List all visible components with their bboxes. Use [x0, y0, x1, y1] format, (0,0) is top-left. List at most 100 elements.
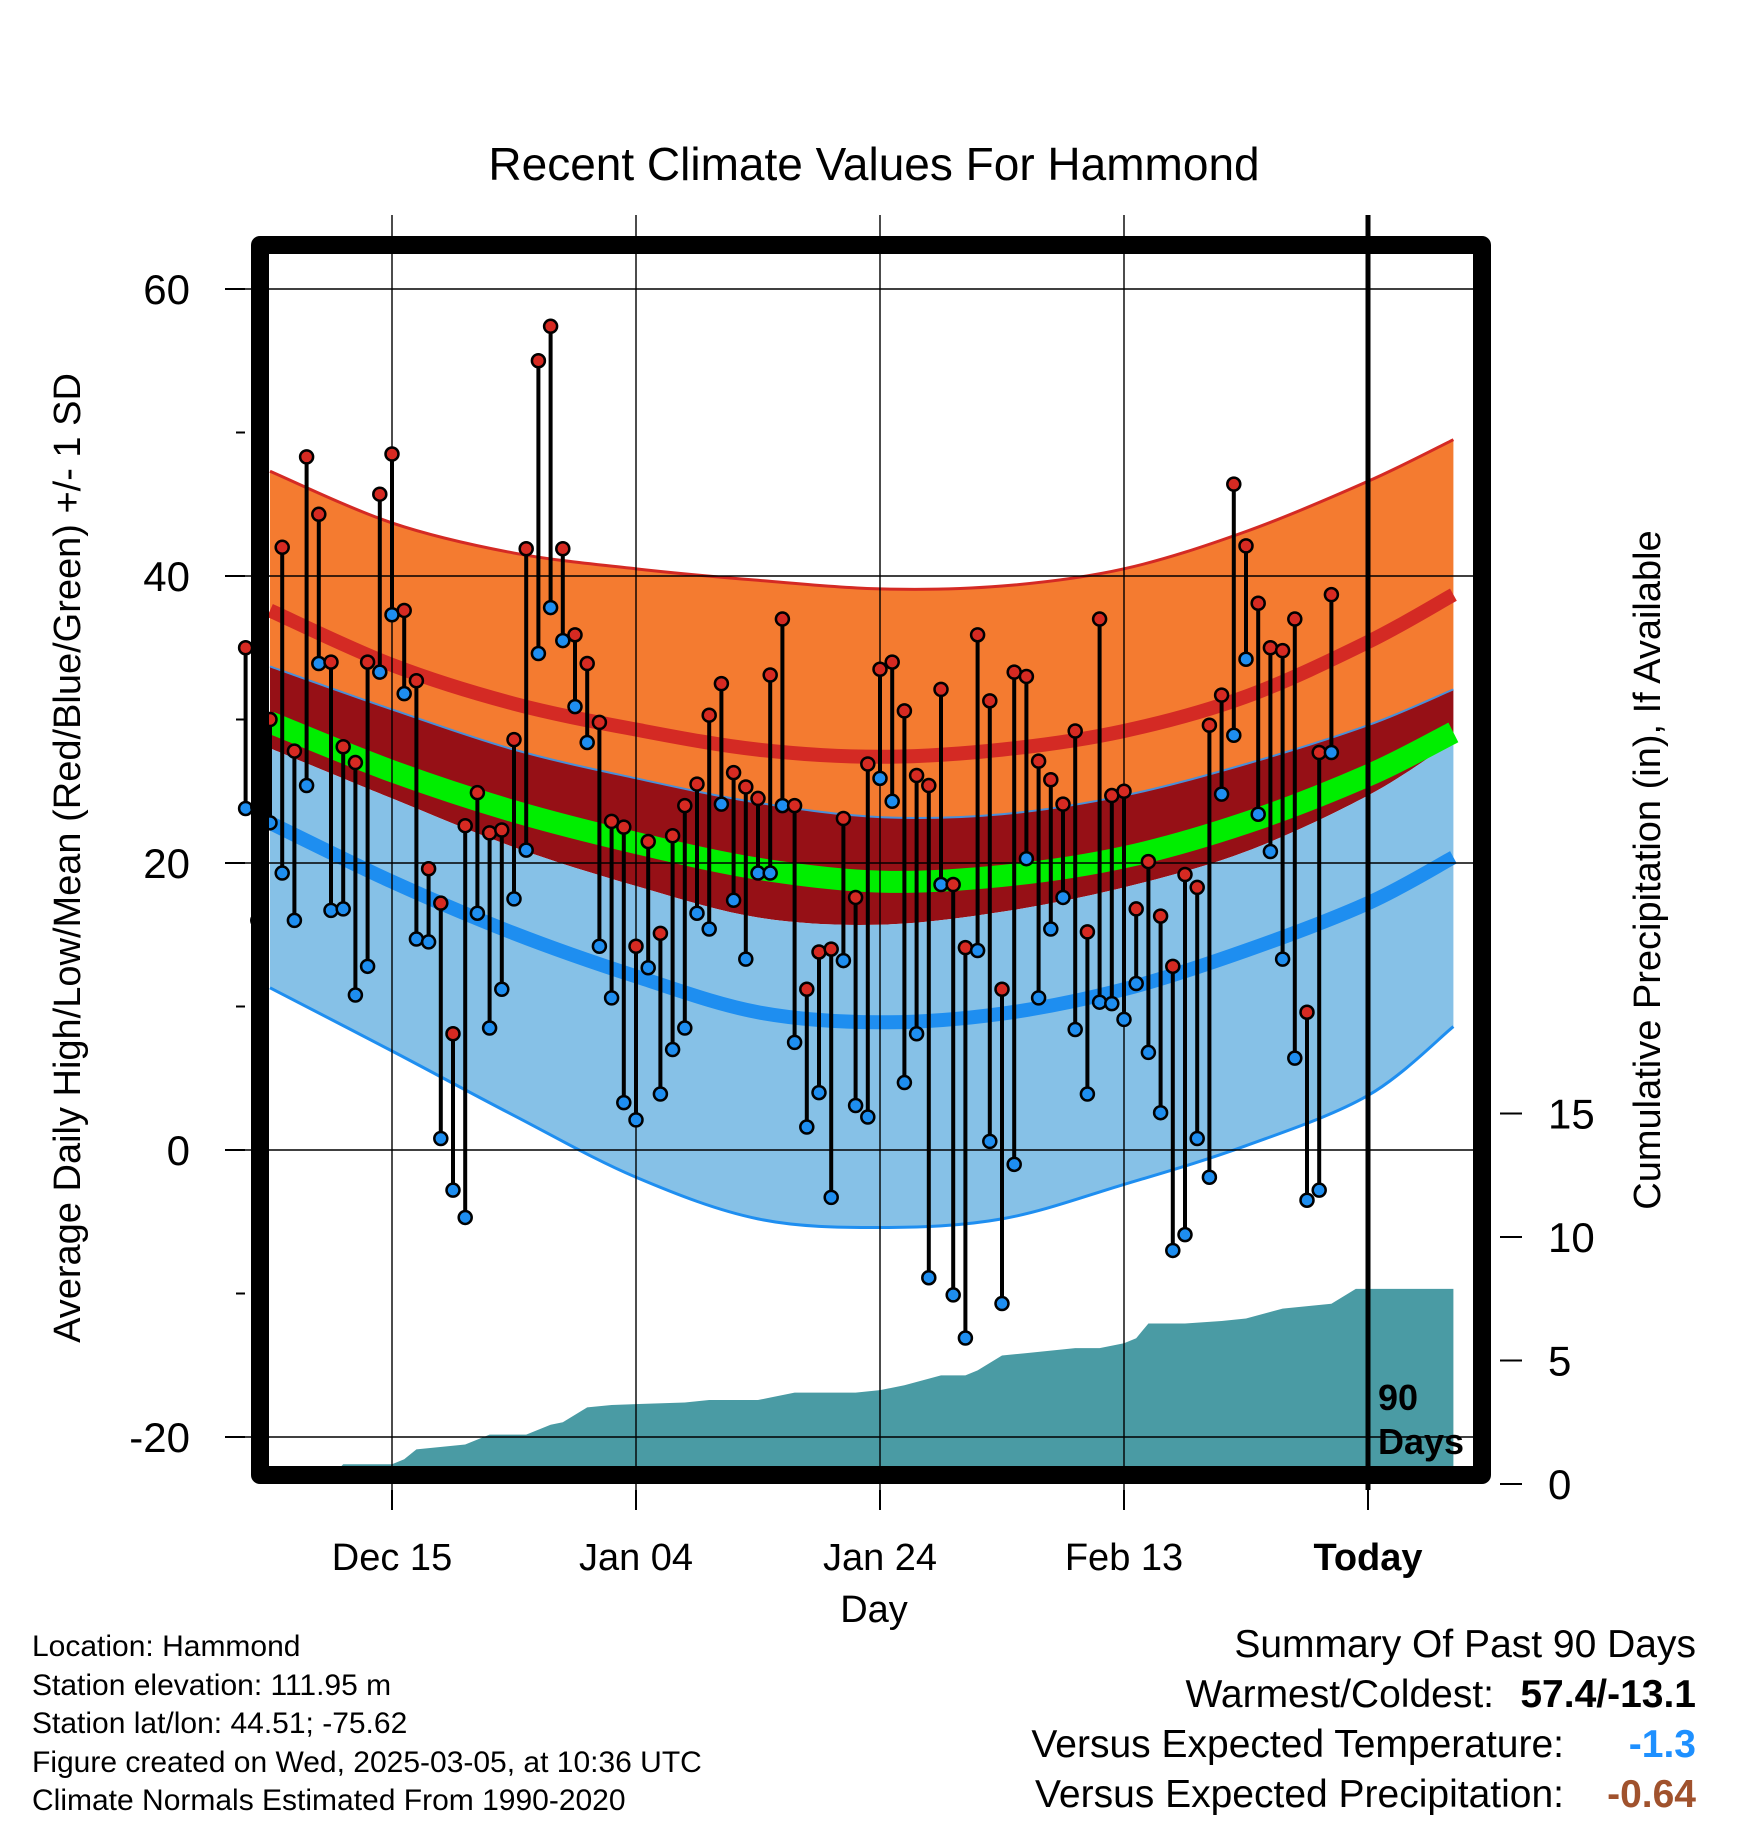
daily-high-point	[1323, 586, 1340, 603]
daily-high-point	[567, 627, 583, 643]
x-tick-label: Dec 15	[332, 1537, 452, 1579]
daily-low-point	[1043, 921, 1059, 937]
daily-low-point	[725, 892, 742, 909]
daily-low-point	[433, 1130, 449, 1147]
daily-high-point	[1018, 668, 1035, 685]
daily-low-point	[969, 942, 986, 959]
daily-high-point	[823, 941, 839, 957]
daily-high-point	[1140, 853, 1157, 870]
daily-low-point	[1055, 889, 1071, 906]
daily-high-point	[311, 506, 327, 523]
daily-high-point	[579, 655, 595, 672]
daily-low-point	[530, 645, 547, 662]
daily-low-point	[799, 1119, 815, 1135]
daily-low-point	[1287, 1050, 1303, 1066]
daily-low-point	[481, 1020, 498, 1036]
precip-area	[270, 1288, 1454, 1484]
daily-high-point	[298, 449, 315, 465]
daily-high-point	[835, 810, 852, 827]
daily-low-point	[567, 698, 583, 715]
daily-high-point	[1274, 642, 1291, 659]
daily-low-point	[957, 1330, 974, 1346]
daily-low-point	[982, 1133, 998, 1150]
daily-high-point	[408, 673, 425, 689]
daily-low-point	[994, 1295, 1010, 1312]
daily-low-point	[945, 1287, 961, 1303]
daily-low-point	[542, 599, 559, 616]
daily-high-point	[701, 707, 717, 723]
daily-high-point	[969, 627, 986, 643]
daily-low-point	[1067, 1021, 1083, 1038]
daily-high-point	[1262, 640, 1279, 656]
daily-low-point	[713, 796, 730, 812]
temp-row: Versus Expected Temperature: -1.3	[1031, 1720, 1696, 1770]
daily-high-point	[445, 1026, 461, 1042]
daily-high-point	[1238, 538, 1254, 554]
daily-high-point	[603, 813, 620, 830]
daily-low-point	[286, 912, 303, 929]
daily-high-point	[1128, 901, 1144, 917]
elevation-text: Station elevation: 111.95 m	[32, 1668, 392, 1702]
daily-high-point	[1189, 879, 1205, 896]
daily-low-point	[1250, 806, 1266, 822]
daily-high-point	[884, 654, 900, 670]
daily-low-point	[518, 842, 534, 858]
daily-high-point	[1299, 1004, 1315, 1020]
daily-low-point	[274, 865, 290, 881]
daily-low-point	[847, 1097, 864, 1114]
daily-low-point	[1189, 1130, 1205, 1147]
daily-low-point	[396, 685, 412, 702]
y2-tick-label: 15	[1548, 1091, 1595, 1138]
daily-high-point	[725, 764, 742, 781]
daily-high-point	[591, 714, 608, 731]
daily-high-point	[274, 539, 290, 556]
daily-low-point	[921, 1269, 937, 1286]
daily-high-point	[1250, 595, 1266, 612]
daily-high-point	[506, 731, 522, 748]
daily-high-point	[530, 353, 547, 369]
chart-title: Recent Climate Values For Hammond	[488, 138, 1259, 190]
daily-high-point	[1055, 796, 1071, 812]
daily-high-point	[774, 611, 791, 627]
x-tick-label: Jan 24	[823, 1537, 937, 1579]
daily-low-point	[1213, 786, 1230, 802]
daily-low-point	[738, 951, 754, 967]
daily-high-point	[1116, 783, 1132, 799]
warmest-coldest-row: Warmest/Coldest: 57.4/-13.1	[1031, 1670, 1696, 1720]
daily-low-point	[1091, 994, 1108, 1010]
x-axis-label: Day	[840, 1589, 908, 1631]
precip-label: Versus Expected Precipitation:	[1035, 1773, 1564, 1816]
daily-high-point	[286, 743, 303, 759]
daily-high-point	[359, 654, 376, 670]
daily-low-point	[1201, 1169, 1218, 1186]
y2-tick-label: 10	[1548, 1214, 1595, 1261]
daily-high-point	[762, 667, 778, 683]
daily-low-point	[1116, 1011, 1132, 1028]
daily-high-point	[237, 640, 254, 656]
daily-high-point	[713, 675, 730, 692]
x-tick-label: Jan 04	[579, 1537, 693, 1579]
daily-low-point	[237, 800, 254, 817]
today-days-word: Days	[1378, 1421, 1464, 1462]
plot-border	[251, 236, 1491, 1484]
daily-high-point	[786, 797, 803, 814]
daily-high-point	[335, 739, 351, 755]
daily-high-point	[1213, 687, 1230, 703]
daily-high-point	[921, 777, 937, 794]
daily-low-point	[1104, 995, 1120, 1012]
daily-low-point	[311, 655, 327, 672]
daily-high-point	[811, 944, 827, 960]
daily-low-point	[494, 981, 510, 998]
daily-low-point	[469, 905, 486, 921]
daily-high-point	[347, 754, 364, 771]
y-tick-label: 40	[143, 553, 190, 600]
daily-low-point	[555, 632, 571, 649]
daily-low-point	[689, 905, 705, 921]
daily-low-point	[762, 865, 778, 881]
daily-high-point	[396, 602, 412, 619]
daily-high-point	[664, 827, 681, 844]
daily-low-point	[823, 1189, 839, 1206]
daily-low-point	[420, 934, 437, 950]
daily-high-point	[1079, 924, 1096, 940]
